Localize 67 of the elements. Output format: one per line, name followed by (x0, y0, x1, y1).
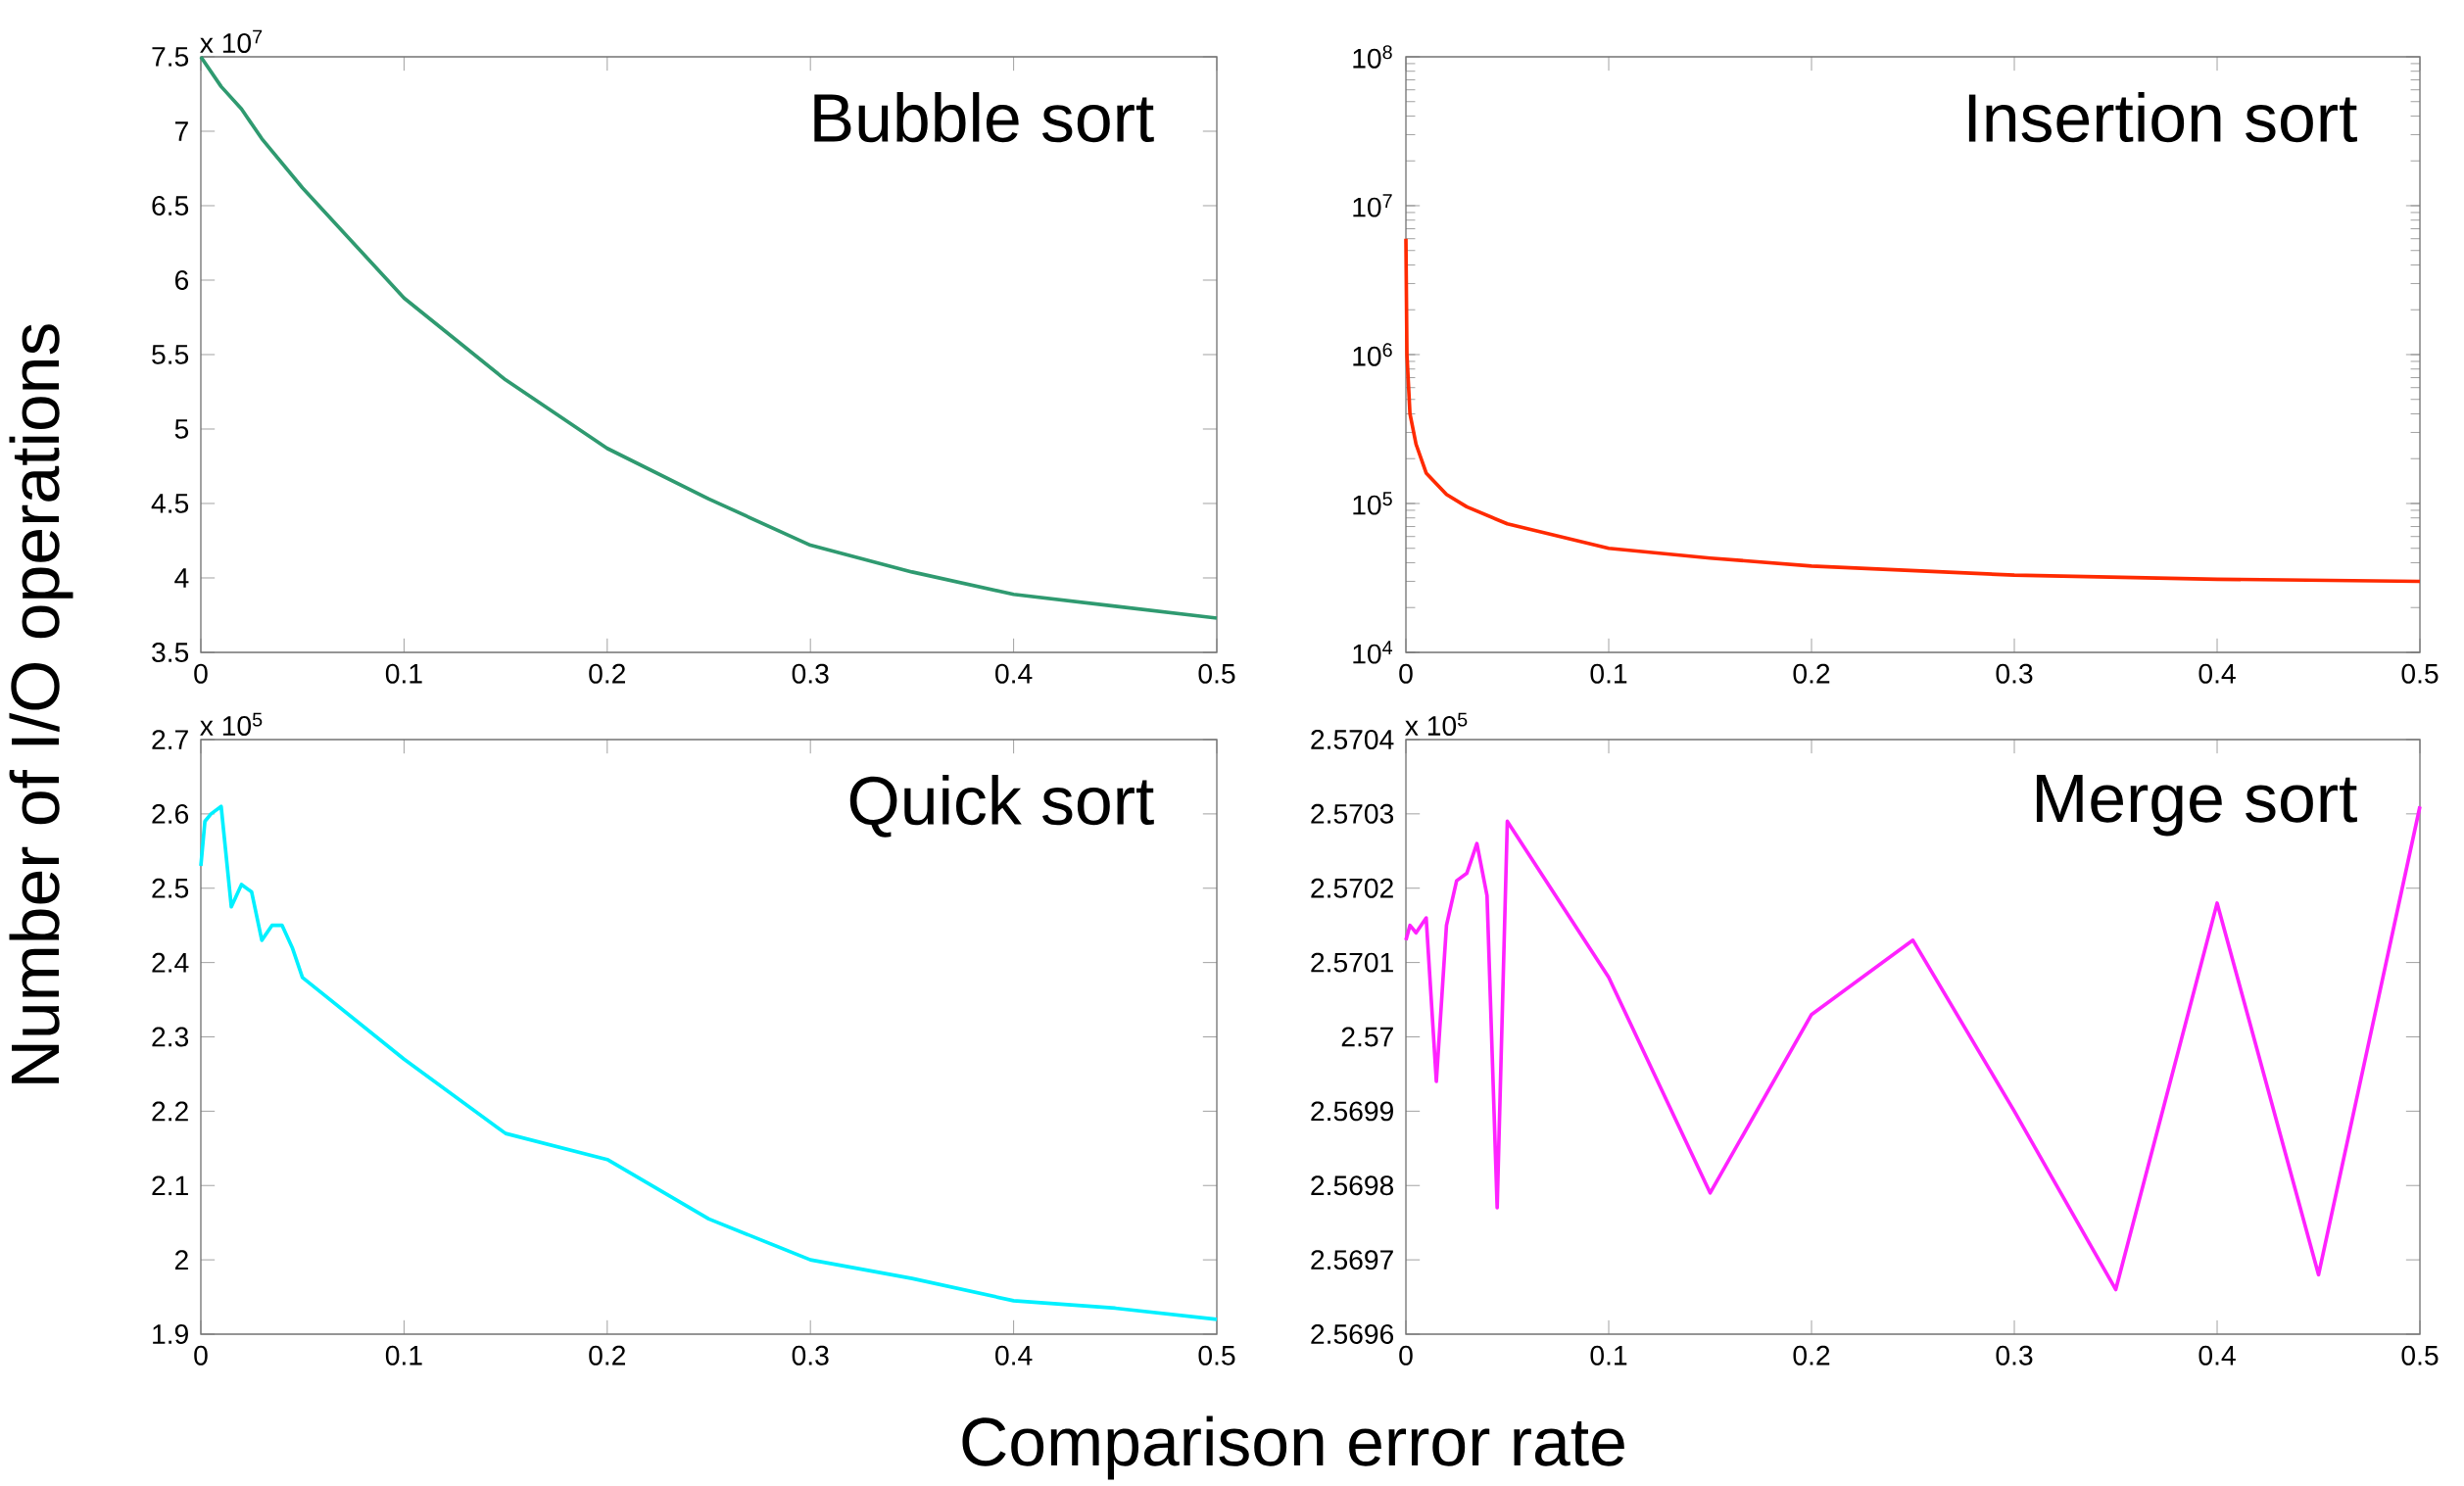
y-tick-label: 10$^{8}$ (1353, 45, 1392, 69)
x-tick-label: 0.5 (2401, 663, 2439, 684)
chart-title: Insertion sort (1968, 92, 2357, 143)
y-tick-label: 10$^{4}$ (1353, 641, 1393, 664)
y-tick-label: 4 (174, 568, 189, 588)
x-tick-label: 0.5 (1198, 663, 1235, 684)
x-tick-label: 0.5 (1198, 1345, 1235, 1366)
y-tick-label: 2.5697 (1311, 1250, 1393, 1270)
y-axis-title: Number of I/O operations (9, 324, 73, 1083)
x-tick-label: 0.3 (1996, 663, 2033, 684)
y-tick-label: 4.5 (151, 494, 189, 513)
line-series (199, 55, 1219, 620)
x-tick-label: 0.4 (995, 1345, 1033, 1366)
y-tick-label: 2.5704 (1311, 730, 1394, 749)
line-series (1404, 236, 2422, 584)
y-tick-label: 5.5 (152, 345, 189, 364)
y-tick-label: 2.7 (152, 730, 188, 749)
y-tick-label: 2 (174, 1250, 188, 1270)
y-tick-label: 10$^{7}$ (1353, 194, 1392, 217)
y-tick-label: 2.2 (152, 1101, 188, 1122)
x-tick-label: 0.1 (1590, 663, 1627, 684)
x-tick-label: 0.1 (1590, 1345, 1627, 1366)
y-tick-label: 10$^{6}$ (1353, 343, 1392, 366)
text: x 10$^{5}$ (200, 712, 263, 737)
y-tick-label: 2.5698 (1311, 1175, 1394, 1196)
x-tick-label: 0.3 (1996, 1345, 2033, 1366)
chart-title: Bubble sort (814, 92, 1154, 143)
x-tick-label: 0.2 (589, 663, 625, 684)
x-tick-label: 0.4 (2198, 1345, 2236, 1366)
y-tick-label: 6.5 (152, 196, 189, 216)
y-tick-label: 7 (175, 121, 188, 141)
y-tick-label: 10$^{5}$ (1353, 492, 1392, 515)
y-tick-label: 2.1 (152, 1175, 188, 1196)
y-tick-label: 2.4 (152, 952, 189, 973)
x-tick-label: 0.1 (385, 663, 422, 684)
y-tick-label: 2.5699 (1311, 1101, 1393, 1122)
y-tick-label: 3.5 (152, 643, 189, 662)
x-tick-label: 0.3 (792, 1345, 829, 1366)
x-tick-label: 0 (194, 663, 208, 684)
text: x 10$^{7}$ (200, 29, 263, 53)
text: x 10$^{5}$ (1405, 712, 1468, 736)
chart-title: Quick sort (849, 775, 1154, 838)
y-tick-label: 2.5702 (1311, 878, 1393, 898)
x-tick-label: 0.2 (589, 1345, 625, 1366)
y-tick-label: 2.5703 (1311, 803, 1394, 824)
x-tick-label: 0.1 (385, 1345, 422, 1366)
y-tick-label: 2.5701 (1311, 952, 1393, 973)
y-tick-label: 2.57 (1341, 1027, 1393, 1047)
y-tick-label: 2.5696 (1311, 1324, 1394, 1344)
y-tick-label: 7.5 (152, 47, 189, 67)
x-tick-label: 0 (1399, 663, 1413, 684)
x-tick-label: 0.2 (1793, 1345, 1830, 1366)
x-tick-label: 0.5 (2401, 1345, 2439, 1366)
x-tick-label: 0.2 (1793, 663, 1830, 684)
chart-title: Merge sort (2036, 774, 2357, 837)
y-tick-label: 5 (174, 419, 189, 439)
y-tick-label: 6 (175, 270, 189, 290)
x-tick-label: 0.4 (995, 663, 1033, 684)
y-tick-label: 1.9 (153, 1324, 188, 1344)
x-tick-label: 0.3 (792, 663, 829, 684)
y-tick-label: 2.6 (152, 803, 189, 824)
x-axis-title: Comparison error rate (962, 1415, 1624, 1480)
x-tick-label: 0 (194, 1345, 208, 1366)
y-tick-label: 2.3 (152, 1027, 189, 1047)
x-tick-label: 0 (1399, 1345, 1413, 1366)
y-tick-label: 2.5 (152, 878, 189, 898)
x-tick-label: 0.4 (2198, 663, 2236, 684)
